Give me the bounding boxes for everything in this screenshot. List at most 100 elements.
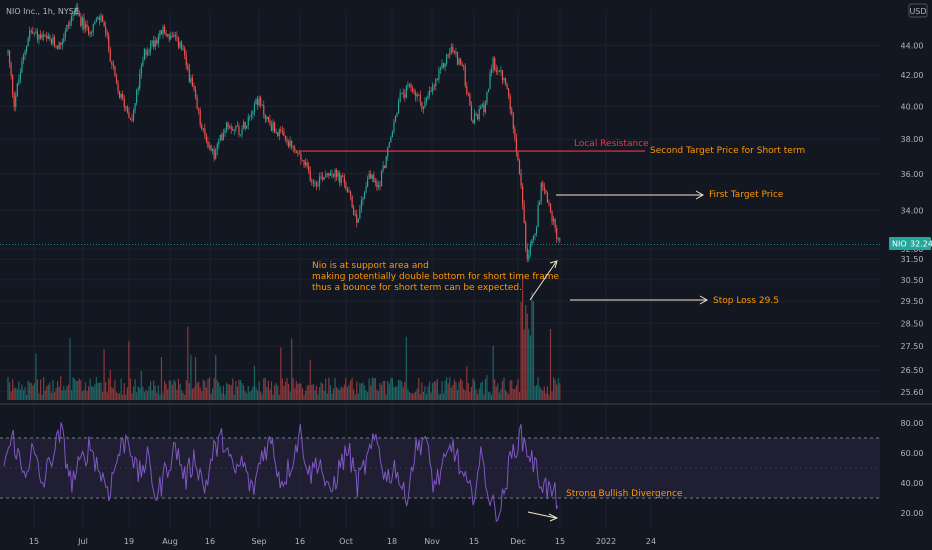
volume-bar xyxy=(60,376,62,400)
candle-body xyxy=(518,160,521,174)
candle-body xyxy=(444,63,446,68)
candle-body xyxy=(390,137,392,143)
candle-body xyxy=(318,176,321,186)
candle-body xyxy=(529,244,531,255)
volume-bar xyxy=(528,328,530,400)
candle-body xyxy=(528,254,530,260)
volume-bar xyxy=(278,394,280,400)
volume-bar xyxy=(24,387,26,400)
candle-body xyxy=(55,45,57,47)
volume-bar xyxy=(374,377,376,400)
volume-bar xyxy=(363,385,366,400)
candle-body xyxy=(492,58,494,70)
volume-bar xyxy=(429,381,431,400)
volume-bar xyxy=(44,390,46,400)
volume-bar xyxy=(540,388,542,400)
volume-bar xyxy=(281,378,283,400)
price-axis[interactable]: 44.0042.0040.0038.0036.0034.0032.0031.50… xyxy=(901,41,924,397)
candle-body xyxy=(374,181,376,183)
volume-bar xyxy=(439,393,442,400)
volume-bar xyxy=(411,393,414,400)
volume-bar xyxy=(532,301,535,400)
candle-body xyxy=(294,148,296,151)
volume-bar xyxy=(380,385,383,400)
volume-bar xyxy=(487,392,490,400)
candle-body xyxy=(435,79,437,86)
candle-body xyxy=(336,169,338,177)
volume-bar xyxy=(504,389,507,400)
volume-bar xyxy=(501,380,504,400)
candle-body xyxy=(185,55,187,66)
candle-body xyxy=(424,101,426,107)
volume-bar xyxy=(371,377,373,400)
candle-body xyxy=(280,129,282,132)
candle-body xyxy=(27,38,29,46)
candle-body xyxy=(534,233,536,236)
volume-bar xyxy=(486,375,488,400)
candle-body xyxy=(190,78,192,83)
volume-bar xyxy=(88,386,90,400)
volume-bar xyxy=(225,382,228,400)
volume-bar xyxy=(424,386,426,400)
support-note-line-3: thus a bounce for short term can be expe… xyxy=(312,283,522,293)
volume-bar xyxy=(407,389,409,400)
candle-body xyxy=(160,30,163,35)
currency-badge[interactable] xyxy=(908,3,928,18)
volume-bar xyxy=(359,382,361,400)
candle-body xyxy=(140,65,142,75)
volume-bar xyxy=(353,389,355,400)
candle-body xyxy=(70,15,73,22)
candle-body xyxy=(30,30,32,32)
volume-bar xyxy=(32,385,34,400)
candle-body xyxy=(368,173,370,180)
candle-body xyxy=(63,37,65,42)
volume-bar xyxy=(132,386,135,400)
volume-bar xyxy=(331,393,333,400)
candle-body xyxy=(495,69,497,72)
candle-body xyxy=(546,193,548,203)
volume-bar xyxy=(345,377,347,400)
bounce-arrowhead xyxy=(549,260,558,269)
candle-body xyxy=(136,90,138,104)
candle-body xyxy=(244,121,246,129)
candle-body xyxy=(132,110,135,121)
volume-bar xyxy=(74,378,76,400)
volume-bar xyxy=(115,392,118,400)
volume-bar xyxy=(548,394,550,400)
candle-body xyxy=(69,21,71,26)
candle-body xyxy=(452,46,454,53)
candle-body xyxy=(86,24,88,28)
candle-body xyxy=(72,14,74,16)
candle-body xyxy=(393,121,395,132)
candle-body xyxy=(255,99,257,104)
candle-body xyxy=(354,214,356,216)
volume-bar xyxy=(393,387,395,400)
volume-bar xyxy=(253,365,256,400)
candle-body xyxy=(128,111,130,118)
candle-body xyxy=(230,126,232,130)
price-tag-symbol: NIO xyxy=(892,240,907,249)
volume-bar xyxy=(12,379,14,400)
volume-bar xyxy=(187,326,189,400)
price-tick-label: 26.50 xyxy=(901,366,924,375)
candle-body xyxy=(322,176,324,180)
volume-bar xyxy=(210,393,212,400)
candle-body xyxy=(433,85,435,87)
volume-bar xyxy=(109,370,111,400)
volume-bar xyxy=(80,380,82,400)
divergence-label: Strong Bullish Divergence xyxy=(566,489,683,499)
candle-body xyxy=(91,31,93,33)
candle-body xyxy=(438,69,440,80)
volume-bar xyxy=(447,383,449,400)
volume-bar xyxy=(529,335,531,400)
volume-bar xyxy=(137,386,139,400)
volume-bar xyxy=(433,380,435,400)
volume-bar xyxy=(260,391,262,400)
candle-body xyxy=(314,182,316,184)
candle-body xyxy=(188,68,190,83)
volume-bar xyxy=(238,379,240,400)
time-axis[interactable]: 15 Jul 19 Aug 16 Sep 16 Oct 18 Nov 15 Dec 15 2022 24 xyxy=(29,537,656,546)
volume-bar xyxy=(145,389,147,400)
candle-body xyxy=(298,153,300,155)
